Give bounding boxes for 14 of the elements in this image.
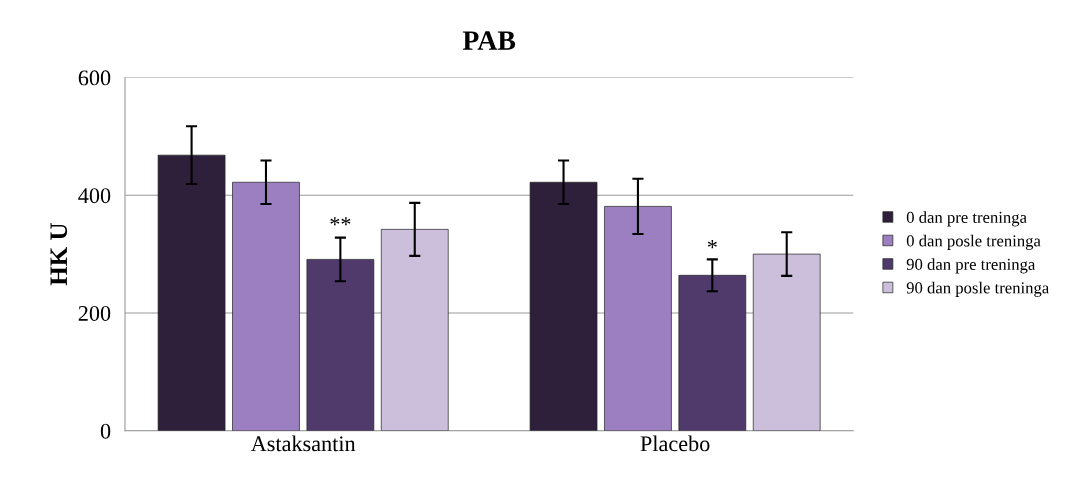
- x-tick-label: Placebo: [640, 435, 710, 452]
- legend-label: 0 dan pre treninga: [906, 211, 1027, 227]
- y-tick-label: 400: [78, 188, 111, 204]
- y-tick-label: 0: [100, 423, 111, 439]
- chart-title: PAB: [462, 31, 516, 50]
- annotation: **: [330, 217, 351, 226]
- y-tick-label: 200: [78, 305, 111, 321]
- legend-label: 0 dan posle treninga: [906, 234, 1041, 250]
- annotation: *: [707, 240, 717, 249]
- x-tick-label: Astaksantin: [250, 435, 356, 452]
- legend-label: 90 dan pre treninga: [906, 258, 1036, 274]
- y-tick-label: 600: [78, 70, 111, 86]
- y-axis-title: HK U: [50, 223, 68, 286]
- legend-label: 90 dan posle treninga: [906, 281, 1049, 297]
